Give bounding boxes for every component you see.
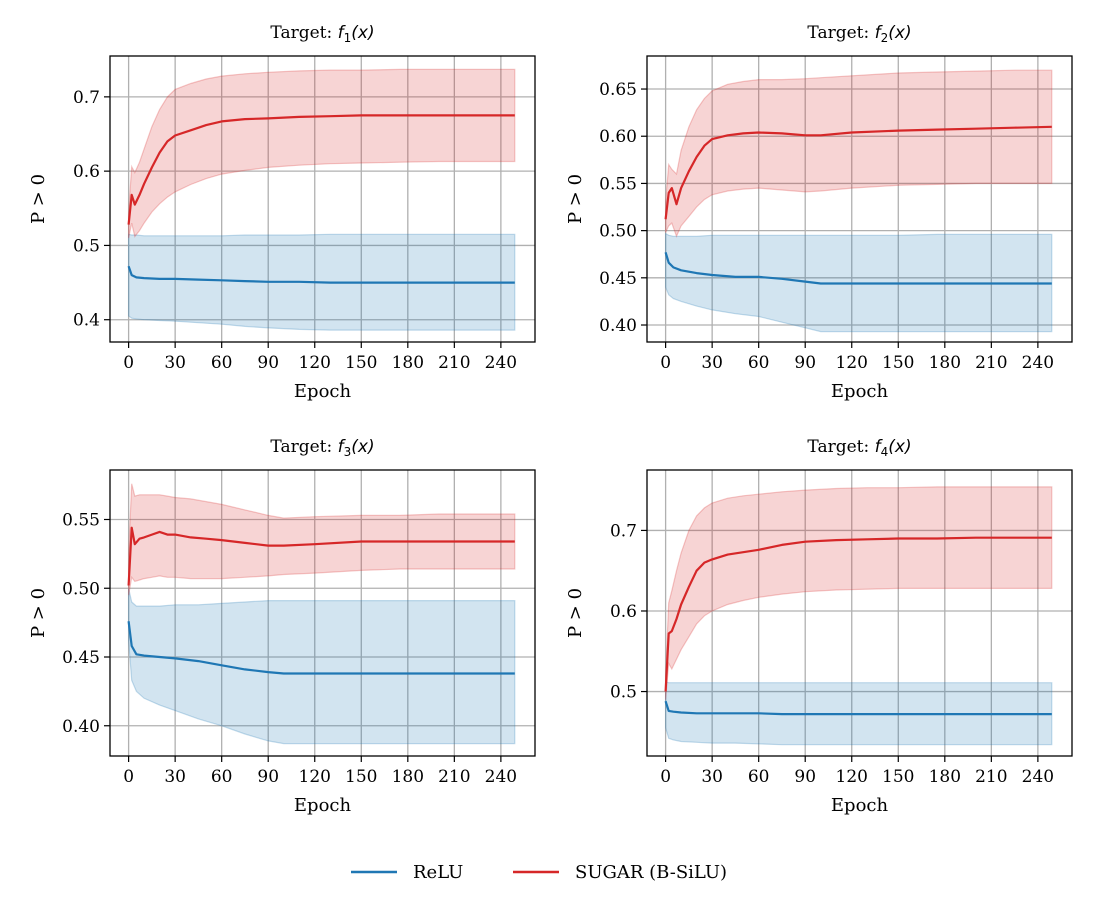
x-tick-label: 150 bbox=[882, 767, 914, 787]
y-tick-label: 0.5 bbox=[73, 236, 100, 256]
y-tick-label: 0.60 bbox=[599, 127, 637, 147]
x-tick-label: 180 bbox=[392, 767, 424, 787]
y-tick-label: 0.6 bbox=[610, 602, 637, 622]
x-tick-label: 180 bbox=[392, 353, 424, 373]
x-tick-label: 150 bbox=[345, 353, 377, 373]
x-tick-label: 30 bbox=[164, 767, 186, 787]
y-tick-label: 0.55 bbox=[599, 174, 637, 194]
axes-frame bbox=[646, 469, 1073, 757]
axes-frame bbox=[109, 469, 536, 757]
y-tick-label: 0.4 bbox=[73, 311, 100, 331]
chart-title: Target: f4(x) bbox=[807, 437, 911, 459]
x-tick-label: 120 bbox=[299, 767, 331, 787]
sugar-b-silu-band bbox=[128, 68, 516, 239]
x-tick-label: 210 bbox=[975, 767, 1007, 787]
x-tick-label: 0 bbox=[123, 353, 134, 373]
y-tick-label: 0.40 bbox=[599, 316, 637, 336]
x-tick-label: 210 bbox=[438, 353, 470, 373]
x-tick-label: 30 bbox=[701, 767, 723, 787]
x-tick-label: 180 bbox=[929, 767, 961, 787]
x-tick-label: 240 bbox=[485, 353, 517, 373]
x-tick-label: 180 bbox=[929, 353, 961, 373]
x-tick-label: 240 bbox=[1022, 767, 1054, 787]
x-tick-label: 0 bbox=[123, 767, 134, 787]
y-tick-label: 0.7 bbox=[610, 521, 637, 541]
sugar-b-silu-line bbox=[127, 526, 515, 586]
plot-area bbox=[127, 68, 516, 331]
plot-area bbox=[664, 486, 1053, 746]
x-tick-label: 0 bbox=[660, 767, 671, 787]
chart-panel-2: 0 30 60 90 120 150 180 210 240 0.40 0.45 0.50 0.55 0.… bbox=[565, 23, 1073, 402]
x-tick-label: 120 bbox=[836, 767, 868, 787]
x-tick-label: 150 bbox=[882, 353, 914, 373]
x-tick-label: 240 bbox=[485, 767, 517, 787]
x-tick-label: 60 bbox=[748, 353, 770, 373]
y-tick-label: 0.6 bbox=[73, 162, 100, 182]
x-tick-label: 90 bbox=[794, 353, 816, 373]
axes-frame bbox=[109, 55, 536, 343]
chart-panel-1: 0 30 60 90 120 150 180 210 240 0.4 0.5 0.6 0.7 Epoch P… bbox=[28, 23, 536, 402]
relu-line bbox=[664, 700, 1052, 716]
x-tick-label: 210 bbox=[975, 353, 1007, 373]
x-tick-label: 120 bbox=[836, 353, 868, 373]
sugar-b-silu-line bbox=[664, 125, 1052, 220]
y-tick-label: 0.45 bbox=[599, 269, 637, 289]
axes-frame bbox=[646, 55, 1073, 343]
x-tick-label: 210 bbox=[438, 767, 470, 787]
y-tick-label: 0.55 bbox=[62, 511, 100, 531]
legend-label-relu: ReLU bbox=[413, 862, 463, 883]
y-tick-label: 0.5 bbox=[610, 683, 637, 703]
plot-area bbox=[127, 483, 516, 745]
x-tick-label: 90 bbox=[794, 767, 816, 787]
chart-title: Target: f3(x) bbox=[270, 437, 374, 459]
x-tick-label: 90 bbox=[257, 767, 279, 787]
x-tick-label: 0 bbox=[660, 353, 671, 373]
sugar-b-silu-band bbox=[665, 69, 1053, 238]
y-tick-label: 0.50 bbox=[599, 222, 637, 242]
sugar-b-silu-band bbox=[665, 486, 1053, 700]
y-tick-label: 0.40 bbox=[62, 717, 100, 737]
relu-band bbox=[128, 588, 516, 745]
relu-line bbox=[127, 265, 515, 284]
x-tick-label: 30 bbox=[701, 353, 723, 373]
x-axis-label: Epoch bbox=[294, 795, 352, 816]
chart-title: Target: f1(x) bbox=[270, 23, 374, 45]
x-tick-label: 30 bbox=[164, 353, 186, 373]
x-tick-label: 90 bbox=[257, 353, 279, 373]
x-axis-label: Epoch bbox=[294, 381, 352, 402]
y-axis-label: P > 0 bbox=[28, 174, 49, 224]
y-axis-label: P > 0 bbox=[565, 174, 586, 224]
relu-line bbox=[664, 251, 1052, 285]
sugar-b-silu-band bbox=[128, 483, 516, 596]
legend-label-sugar-b-silu: SUGAR (B-SiLU) bbox=[575, 862, 727, 883]
y-tick-label: 0.50 bbox=[62, 579, 100, 599]
x-tick-label: 240 bbox=[1022, 353, 1054, 373]
plot-area bbox=[664, 69, 1053, 333]
y-tick-label: 0.7 bbox=[73, 88, 100, 108]
x-tick-label: 60 bbox=[211, 353, 233, 373]
sugar-b-silu-line bbox=[127, 114, 515, 225]
relu-line bbox=[127, 621, 515, 675]
y-axis-label: P > 0 bbox=[28, 588, 49, 638]
y-tick-label: 0.65 bbox=[599, 80, 637, 100]
x-tick-label: 60 bbox=[748, 767, 770, 787]
x-axis-label: Epoch bbox=[831, 381, 889, 402]
y-tick-label: 0.45 bbox=[62, 648, 100, 668]
x-axis-label: Epoch bbox=[831, 795, 889, 816]
y-axis-label: P > 0 bbox=[565, 588, 586, 638]
x-tick-label: 150 bbox=[345, 767, 377, 787]
chart-panel-3: 0 30 60 90 120 150 180 210 240 0.40 0.45 0.50 0.55 Ep… bbox=[28, 437, 536, 816]
legend: ReLU SUGAR (B-SiLU) bbox=[351, 862, 727, 883]
chart-title: Target: f2(x) bbox=[807, 23, 911, 45]
chart-panel-4: 0 30 60 90 120 150 180 210 240 0.5 0.6 0.7 Epoch P > … bbox=[565, 437, 1073, 816]
x-tick-label: 120 bbox=[299, 353, 331, 373]
x-tick-label: 60 bbox=[211, 767, 233, 787]
sugar-b-silu-line bbox=[664, 536, 1052, 692]
